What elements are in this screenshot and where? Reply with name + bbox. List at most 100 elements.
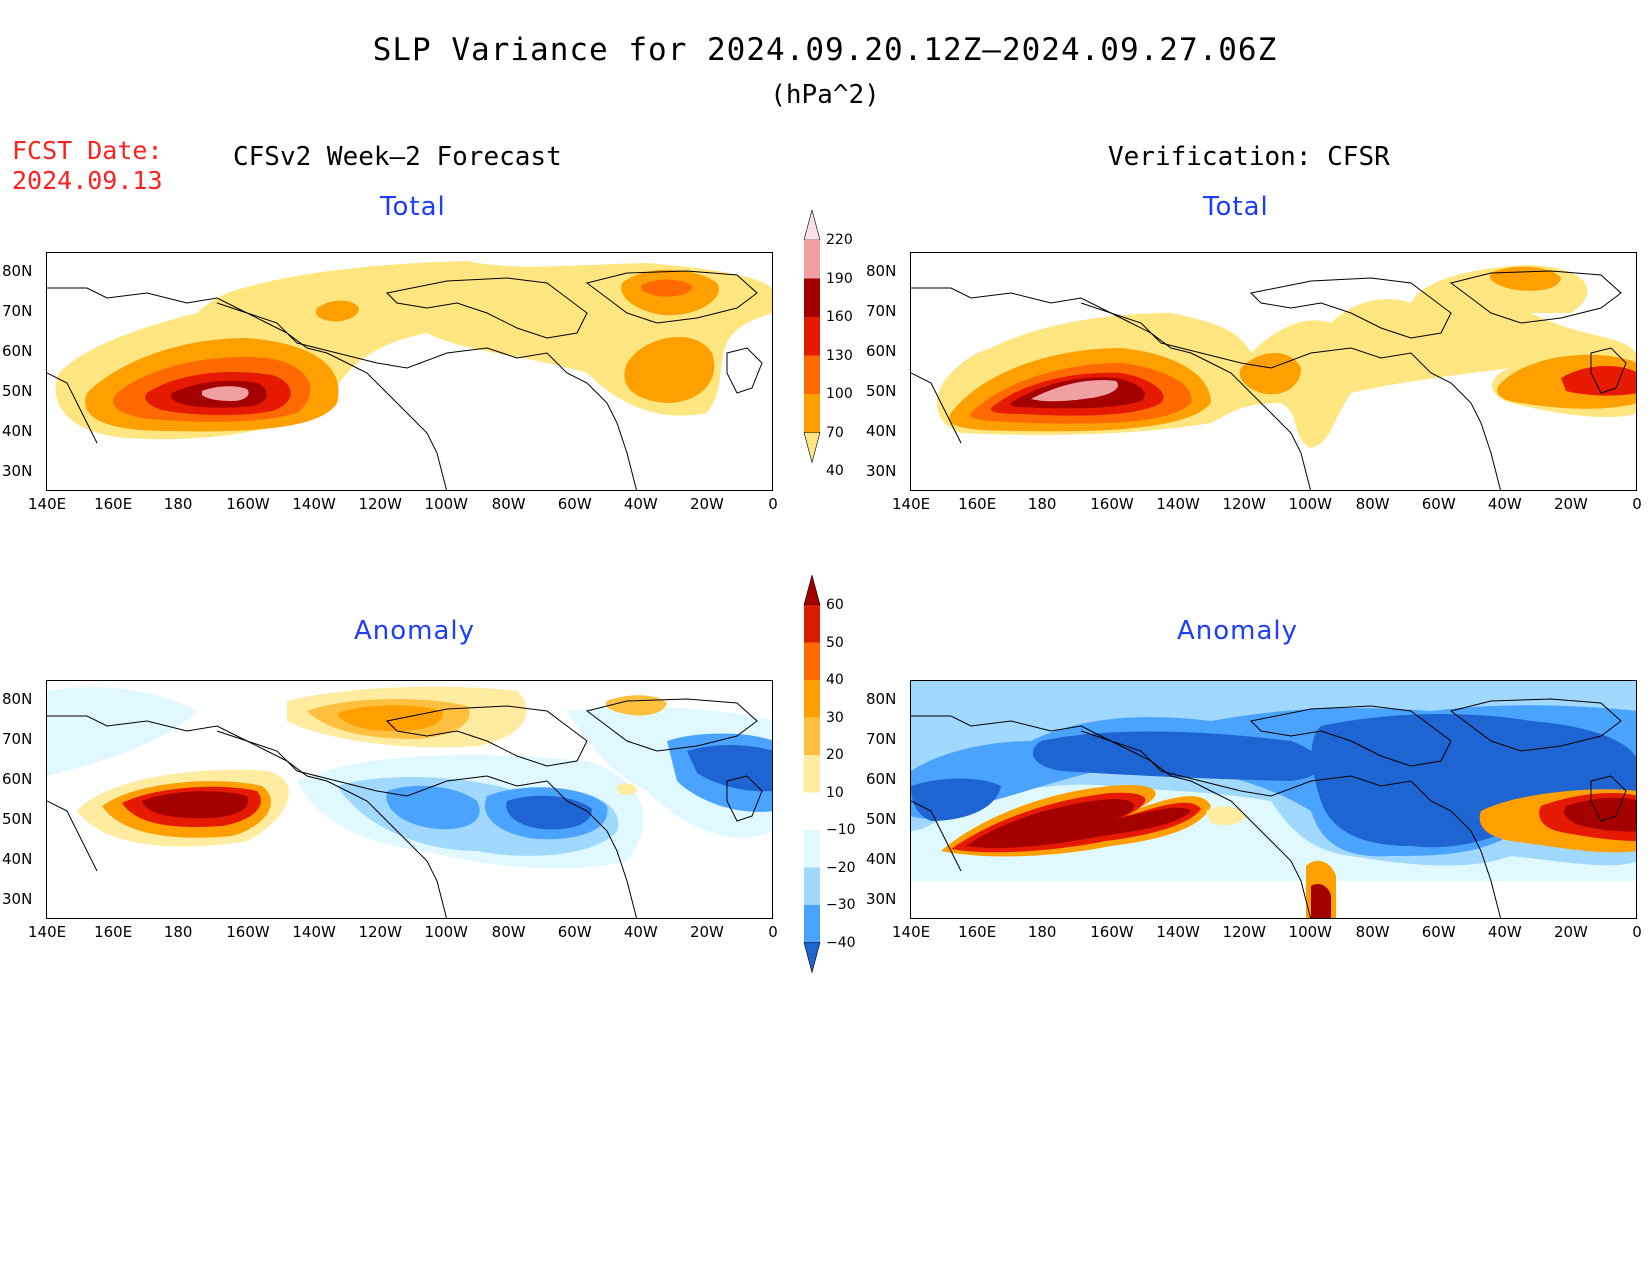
lon-tick-label: 100W: [424, 923, 468, 941]
total-colorbar-segment: [804, 394, 820, 433]
forecast-total-map: [46, 252, 773, 491]
lon-tick-label: 80W: [491, 923, 526, 941]
lat-tick-label: 30N: [866, 890, 897, 908]
lon-tick-label: 160W: [1090, 495, 1134, 513]
lon-tick-label: 60W: [1421, 495, 1456, 513]
lon-tick-label: 140E: [28, 495, 67, 513]
anomaly-colorbar-level-label: 60: [826, 597, 844, 613]
lon-tick-label: 100W: [1288, 495, 1332, 513]
anomaly-colorbar-level-label: 30: [826, 709, 844, 726]
lon-tick-label: 40W: [623, 495, 658, 513]
total-colorbar: [803, 210, 821, 464]
lat-tick-label: 30N: [2, 890, 33, 908]
figure-title: SLP Variance for 2024.09.20.12Z—2024.09.…: [372, 32, 1278, 68]
lon-tick-label: 120W: [358, 495, 402, 513]
lat-tick-label: 70N: [2, 302, 33, 320]
lon-tick-label: 40W: [1487, 923, 1522, 941]
anomaly-colorbar-segment: [804, 605, 820, 643]
lat-tick-label: 70N: [866, 730, 897, 748]
lat-tick-label: 70N: [866, 302, 897, 320]
lon-tick-label: 120W: [1222, 495, 1266, 513]
variance-contours: [55, 261, 772, 440]
coastlines: [47, 698, 763, 918]
lat-tick-label: 60N: [2, 342, 33, 360]
coastlines: [47, 270, 763, 490]
verification-anomaly-title: Anomaly: [1177, 616, 1299, 646]
lon-tick-label: 40W: [623, 923, 658, 941]
forecast-total-title: Total: [380, 192, 446, 222]
lon-tick-label: 0: [1632, 923, 1642, 941]
lon-tick-label: 180: [1027, 495, 1057, 513]
lon-tick-label: 140E: [892, 495, 931, 513]
lon-tick-label: 160E: [94, 495, 133, 513]
lat-tick-label: 40N: [2, 422, 33, 440]
lon-tick-label: 80W: [1355, 923, 1390, 941]
lat-tick-label: 40N: [866, 850, 897, 868]
lon-tick-label: 80W: [491, 495, 526, 513]
anomaly-colorbar: [803, 575, 821, 974]
lon-tick-label: 100W: [424, 495, 468, 513]
lat-tick-label: 50N: [866, 382, 897, 400]
verification-anomaly-map: [910, 680, 1637, 919]
anomaly-colorbar-level-label: 10: [826, 784, 844, 801]
anomaly-colorbar-level-label: 20: [826, 747, 844, 763]
total-colorbar-level-label: 190: [826, 270, 853, 287]
lon-tick-label: 140W: [292, 495, 336, 513]
lon-tick-label: 20W: [689, 495, 724, 513]
anomaly-colorbar-segment: [804, 717, 820, 755]
lon-tick-label: 20W: [1553, 495, 1588, 513]
fcst-date-label: FCST Date:: [12, 136, 163, 165]
lon-tick-label: 20W: [1553, 923, 1588, 941]
lon-tick-label: 180: [1027, 923, 1057, 941]
lat-tick-label: 40N: [866, 422, 897, 440]
lat-tick-label: 80N: [2, 690, 33, 708]
lon-tick-label: 80W: [1355, 495, 1390, 513]
lon-tick-label: 60W: [557, 923, 592, 941]
lat-tick-label: 80N: [866, 262, 897, 280]
verification-total-map: [910, 252, 1637, 491]
total-colorbar-segment: [804, 317, 820, 356]
lon-tick-label: 160E: [958, 923, 997, 941]
lat-tick-label: 60N: [2, 770, 33, 788]
lat-tick-label: 80N: [2, 262, 33, 280]
anomaly-colorbar-segment: [804, 680, 820, 718]
lon-tick-label: 160W: [226, 923, 270, 941]
total-colorbar-segment: [804, 278, 820, 317]
total-colorbar-level-label: 220: [826, 232, 853, 248]
coastlines: [911, 270, 1627, 490]
lon-tick-label: 140E: [28, 923, 67, 941]
lon-tick-label: 0: [1632, 495, 1642, 513]
verification-header: Verification: CFSR: [1108, 142, 1390, 172]
figure-units: (hPa^2): [770, 80, 880, 110]
lon-tick-label: 140W: [1156, 923, 1200, 941]
lat-tick-label: 70N: [2, 730, 33, 748]
anomaly-colorbar-level-label: −40: [826, 934, 856, 951]
lat-tick-label: 60N: [866, 770, 897, 788]
lon-tick-label: 160E: [958, 495, 997, 513]
anomaly-colorbar-level-label: −30: [826, 897, 856, 913]
lon-tick-label: 180: [163, 923, 193, 941]
total-colorbar-level-label: 70: [826, 424, 844, 441]
total-colorbar-segment: [804, 355, 820, 394]
anomaly-colorbar-segment: [804, 792, 820, 830]
anomaly-colorbar-segment: [804, 642, 820, 680]
forecast-anomaly-map: [46, 680, 773, 919]
anomaly-contours: [47, 686, 772, 869]
verification-total-title: Total: [1203, 192, 1269, 222]
lon-tick-label: 160W: [1090, 923, 1134, 941]
lon-tick-label: 120W: [1222, 923, 1266, 941]
forecast-anomaly-title: Anomaly: [354, 616, 476, 646]
lon-tick-label: 0: [768, 923, 778, 941]
total-colorbar-top-arrow: [803, 210, 821, 241]
lat-tick-label: 50N: [2, 810, 33, 828]
lat-tick-label: 30N: [2, 462, 33, 480]
lat-tick-label: 50N: [2, 382, 33, 400]
lon-tick-label: 140W: [1156, 495, 1200, 513]
lat-tick-label: 40N: [2, 850, 33, 868]
total-colorbar-segment: [804, 240, 820, 279]
anomaly-colorbar-segment: [804, 755, 820, 793]
anomaly-colorbar-top-arrow: [803, 575, 821, 606]
lon-tick-label: 0: [768, 495, 778, 513]
total-colorbar-level-label: 130: [826, 347, 853, 364]
lon-tick-label: 140W: [292, 923, 336, 941]
